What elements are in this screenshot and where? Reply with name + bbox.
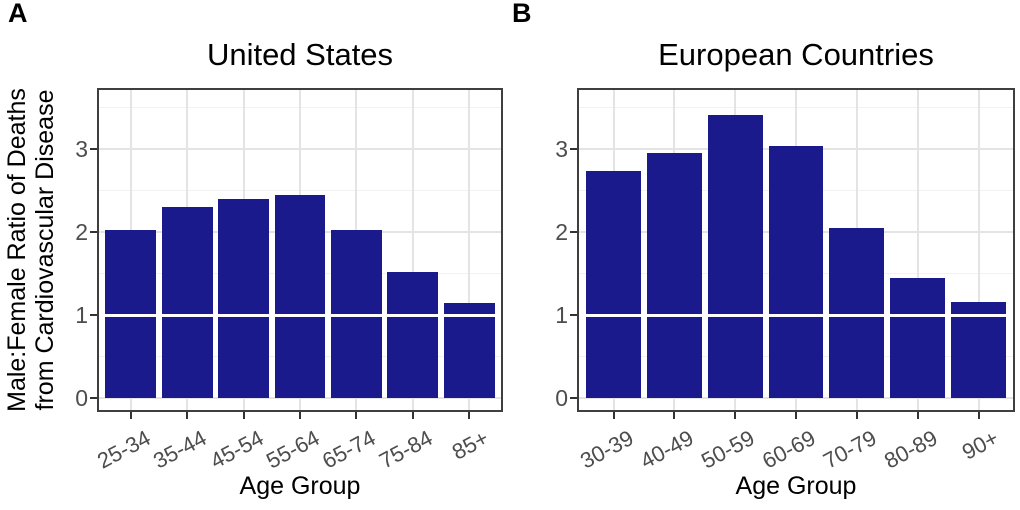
bar-80-89 [890,277,946,398]
y-tick-label-3: 3 [75,136,88,162]
x-tick-75-84 [411,412,414,419]
x-tick-label-30-39: 30-39 [575,425,638,474]
x-tick-50-59 [734,412,737,419]
y-tick-label-0: 0 [75,385,88,411]
y-tick-label-2: 2 [75,219,88,245]
x-axis-title-a: Age Group [239,472,361,500]
y-tick-3 [90,148,97,150]
y-axis-title-line-1: Male:Female Ratio of Deaths [3,88,31,412]
x-tick-25-34 [129,412,132,419]
bar-55-64 [274,195,326,398]
y-tick-1 [90,314,97,316]
y-tick-3 [570,148,577,150]
x-tick-label-85+: 85+ [447,425,493,465]
x-tick-label-90+: 90+ [957,425,1003,465]
gridline-x-90+ [977,88,980,412]
gridline-x-80-89 [916,88,919,412]
x-tick-label-60-69: 60-69 [758,425,820,474]
x-tick-30-39 [612,412,615,419]
bar-60-69 [768,145,824,398]
x-axis-title-b: Age Group [735,472,857,500]
y-tick-0 [570,397,577,399]
chart-title-european-countries: European Countries [658,37,934,72]
y-tick-2 [570,231,577,233]
x-tick-90+ [977,412,980,419]
x-tick-label-55-64: 55-64 [262,425,324,474]
bar-70-79 [829,227,885,398]
chart-title-united-states: United States [206,37,394,72]
x-tick-label-45-54: 45-54 [205,425,268,474]
x-tick-label-25-34: 25-34 [92,425,155,474]
y-tick-label-2: 2 [555,219,568,245]
bar-30-39 [586,170,641,398]
y-tick-label-1: 1 [75,302,88,328]
y-tick-label-1: 1 [555,302,568,328]
x-tick-label-50-59: 50-59 [697,425,759,474]
x-tick-label-70-79: 70-79 [818,425,881,474]
x-tick-65-74 [355,412,358,419]
y-tick-label-3: 3 [555,136,568,162]
x-tick-60-69 [795,412,797,419]
bar-90+ [951,301,1006,398]
x-tick-85+ [468,412,471,419]
x-tick-45-54 [242,412,245,419]
x-tick-80-89 [916,412,919,419]
y-tick-1 [570,314,577,316]
y-tick-2 [90,231,97,233]
bar-45-54 [218,198,269,398]
x-tick-40-49 [673,412,676,419]
x-tick-label-40-49: 40-49 [636,425,698,474]
panel-b-label: B [512,0,532,28]
bar-50-59 [707,114,763,398]
plot-area-european-countries [577,88,1015,412]
reference-line-ratio-1 [97,313,503,317]
bar-40-49 [646,153,702,398]
x-tick-label-65-74: 65-74 [318,425,380,474]
x-tick-label-35-44: 35-44 [149,425,211,474]
x-tick-label-75-84: 75-84 [374,425,437,474]
bar-75-84 [387,271,439,398]
bar-85+ [443,302,495,398]
x-tick-label-80-89: 80-89 [879,425,942,474]
x-tick-55-64 [299,412,301,419]
x-tick-35-44 [186,412,189,419]
x-tick-70-79 [855,412,858,419]
reference-line-ratio-1 [577,313,1015,317]
y-tick-label-0: 0 [555,385,568,411]
panel-a-label: A [8,0,28,28]
gridline-x-85+ [468,88,471,412]
bar-35-44 [161,207,213,398]
y-tick-0 [90,397,97,399]
plot-area-united-states [97,88,503,412]
gridline-x-75-84 [411,88,414,412]
